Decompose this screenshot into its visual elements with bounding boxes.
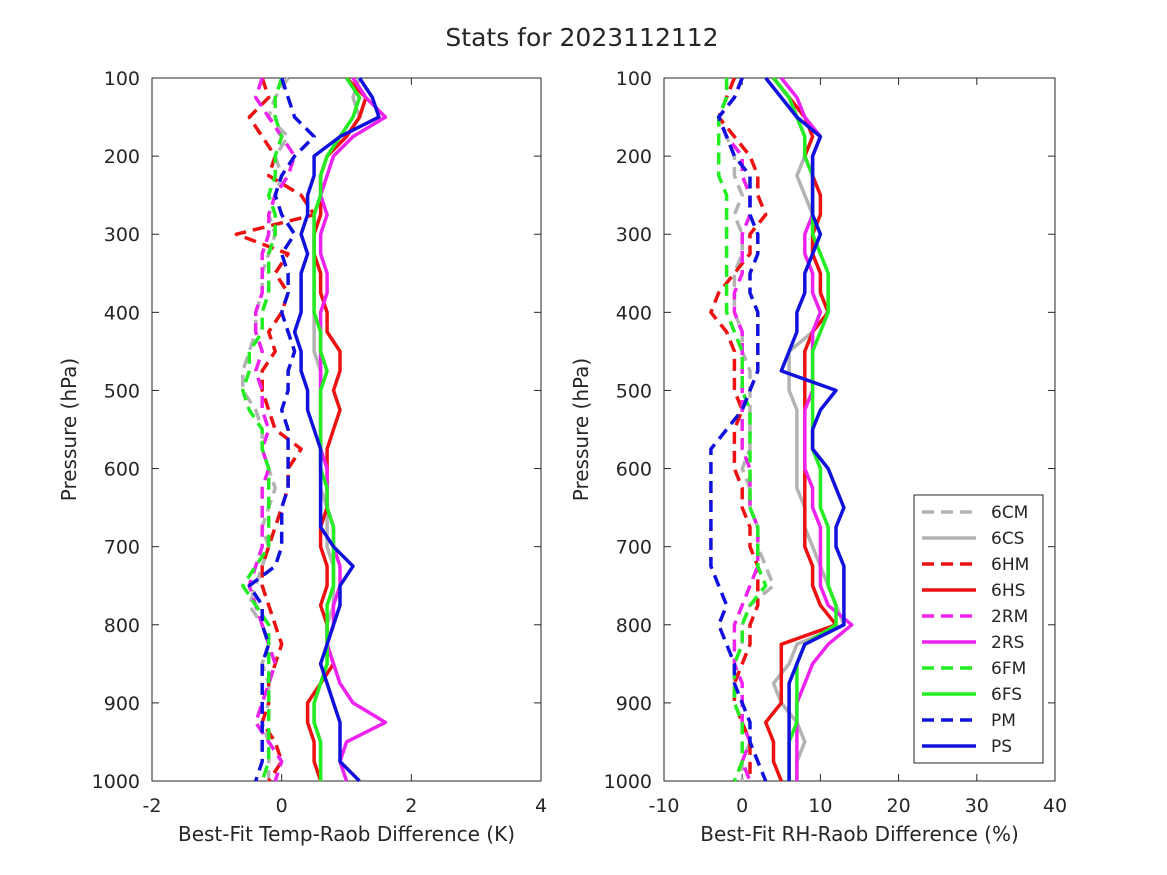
legend-label-6cm: 6CM bbox=[991, 503, 1028, 523]
legend-label-6fm: 6FM bbox=[991, 659, 1026, 679]
legend-label-6cs: 6CS bbox=[991, 529, 1024, 549]
legend-label-6fs: 6FS bbox=[991, 685, 1022, 705]
legend-label-6hs: 6HS bbox=[991, 581, 1025, 601]
series-lines bbox=[234, 76, 388, 783]
y-tick-label: 1000 bbox=[92, 771, 140, 793]
axes-box bbox=[151, 77, 542, 782]
y-tick-label: 900 bbox=[104, 693, 140, 715]
x-tick-label: -10 bbox=[648, 795, 679, 817]
series-line-6fm bbox=[241, 77, 284, 782]
legend-label-2rs: 2RS bbox=[991, 633, 1024, 653]
x-tick-label: 0 bbox=[276, 795, 288, 817]
x-tick-label: 20 bbox=[887, 795, 911, 817]
y-tick-label: 400 bbox=[104, 302, 140, 324]
series-lines bbox=[709, 76, 854, 782]
legend: 6CM 6CS 6HM 6HS 2RM 2RS 6FM 6FS PM PS bbox=[913, 494, 1044, 764]
y-tick-label: 800 bbox=[104, 615, 140, 637]
series-line-6cs bbox=[771, 76, 846, 781]
y-tick-label: 1000 bbox=[604, 771, 652, 793]
rh-difference-panel: -10 0 10 20 30 40 100 200 300 400 500 600 700 800 900 1… bbox=[569, 68, 1067, 846]
y-tick-label: 300 bbox=[616, 224, 652, 246]
y-tick-label: 100 bbox=[616, 68, 652, 90]
legend-label-pm: PM bbox=[991, 711, 1016, 731]
y-tick-label: 600 bbox=[616, 459, 652, 481]
temp-difference-panel: -2 0 2 4 100 200 300 400 500 600 700 800 900 1000 Best… bbox=[57, 68, 547, 846]
legend-label-ps: PS bbox=[991, 737, 1012, 757]
series-line-6hm bbox=[709, 77, 768, 781]
series-line-ps bbox=[292, 77, 381, 783]
y-tick-label: 500 bbox=[104, 380, 140, 402]
y-axis-label: Pressure (hPa) bbox=[569, 358, 593, 501]
legend-label-2rm: 2RM bbox=[991, 607, 1028, 627]
y-tick-label: 900 bbox=[616, 693, 652, 715]
series-line-pm bbox=[247, 77, 316, 782]
series-line-pm bbox=[709, 77, 768, 782]
x-tick-label: 2 bbox=[405, 795, 417, 817]
series-line-6cm bbox=[716, 77, 776, 781]
y-tick-label: 200 bbox=[104, 146, 140, 168]
y-tick-label: 800 bbox=[616, 615, 652, 637]
y-tick-label: 700 bbox=[104, 537, 140, 559]
series-line-6fs bbox=[312, 77, 362, 781]
y-tick-label: 400 bbox=[616, 302, 652, 324]
x-tick-label: 4 bbox=[535, 795, 547, 817]
series-line-6hm bbox=[234, 77, 316, 782]
y-tick-label: 300 bbox=[104, 224, 140, 246]
y-tick-label: 600 bbox=[104, 459, 140, 481]
x-tick-label: 10 bbox=[808, 795, 832, 817]
x-tick-label: 40 bbox=[1043, 795, 1067, 817]
x-tick-label: 30 bbox=[965, 795, 989, 817]
x-tick-label: -2 bbox=[143, 795, 162, 817]
x-axis-label: Best-Fit Temp-Raob Difference (K) bbox=[178, 822, 515, 846]
series-line-ps bbox=[764, 76, 846, 781]
y-tick-label: 100 bbox=[104, 68, 140, 90]
y-tick-label: 500 bbox=[616, 380, 652, 402]
y-tick-label: 700 bbox=[616, 537, 652, 559]
legend-label-6hm: 6HM bbox=[991, 555, 1029, 575]
y-axis-label: Pressure (hPa) bbox=[57, 358, 81, 501]
x-tick-label: 0 bbox=[736, 795, 748, 817]
figure-title: Stats for 2023112112 bbox=[445, 23, 718, 52]
x-axis-label: Best-Fit RH-Raob Difference (%) bbox=[700, 822, 1019, 846]
series-line-6fm bbox=[716, 78, 768, 782]
y-tick-label: 200 bbox=[616, 146, 652, 168]
